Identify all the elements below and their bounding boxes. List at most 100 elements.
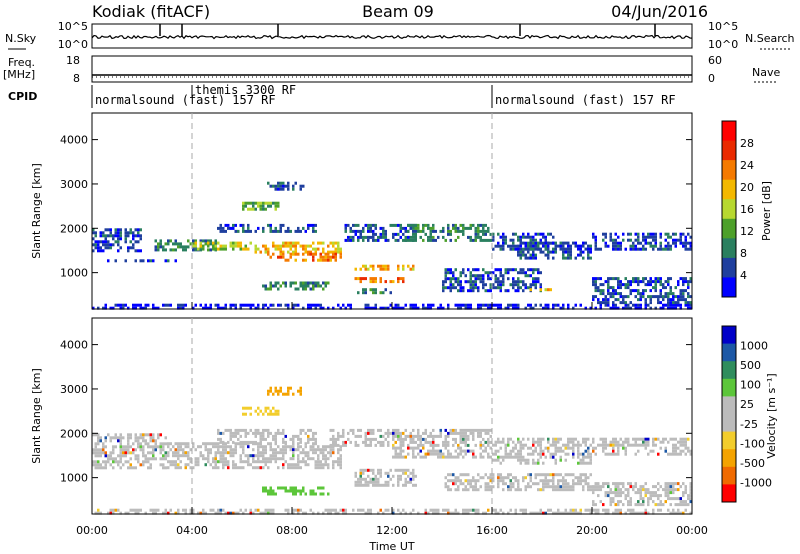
velocity-echo-cell: [662, 437, 665, 441]
power-echo-cell: [414, 303, 417, 307]
velocity-echo-cell: [639, 437, 642, 441]
power-echo-cell: [304, 281, 307, 285]
velocity-echo-cell: [379, 440, 382, 444]
velocity-echo-cell: [417, 437, 420, 441]
velocity-echo-cell: [187, 442, 190, 446]
power-echo-cell: [484, 303, 487, 307]
velocity-echo-cell: [474, 482, 477, 486]
velocity-echo-cell: [452, 473, 455, 477]
power-echo-cell: [444, 238, 447, 242]
power-echo-cell: [204, 306, 207, 310]
velocity-echo-cell: [292, 434, 295, 438]
power-echo-cell: [267, 223, 270, 227]
power-echo-cell: [544, 235, 547, 239]
power-echo-cell: [527, 247, 530, 251]
power-echo-cell: [382, 232, 385, 236]
power-echo-cell: [667, 298, 670, 302]
velocity-echo-cell: [397, 431, 400, 435]
power-echo-cell: [204, 242, 207, 246]
velocity-echo-cell: [634, 511, 637, 515]
velocity-echo-cell: [102, 445, 105, 449]
power-echo-cell: [577, 244, 580, 248]
power-echo-cell: [262, 244, 265, 248]
power-echo-cell: [619, 244, 622, 248]
velocity-echo-cell: [132, 451, 135, 455]
velocity-echo-cell: [117, 460, 120, 464]
power-echo-cell: [429, 226, 432, 230]
power-echo-cell: [474, 235, 477, 239]
power-echo-cell: [642, 277, 645, 281]
power-echo-cell: [559, 306, 562, 310]
power-echo-cell: [379, 232, 382, 236]
velocity-echo-cell: [124, 451, 127, 455]
velocity-echo-cell: [519, 440, 522, 444]
velocity-echo-cell: [174, 511, 177, 515]
velocity-echo-cell: [292, 463, 295, 467]
velocity-echo-cell: [199, 511, 202, 515]
power-echo-cell: [372, 238, 375, 242]
power-echo-cell: [239, 303, 242, 307]
velocity-echo-cell: [464, 431, 467, 435]
velocity-echo-cell: [314, 451, 317, 455]
power-echo-cell: [617, 277, 620, 281]
power-echo-cell: [312, 303, 315, 307]
power-echo-cell: [624, 301, 627, 305]
power-echo-cell: [494, 303, 497, 307]
power-echo-cell: [192, 306, 195, 310]
power-echo-cell: [674, 232, 677, 236]
velocity-echo-cell: [429, 431, 432, 435]
power-echo-cell: [344, 226, 347, 230]
velocity-echo-cell: [132, 508, 135, 512]
power-echo-cell: [307, 223, 310, 227]
power-echo-cell: [172, 248, 175, 252]
velocity-echo-cell: [512, 446, 515, 450]
velocity-echo-cell: [562, 482, 565, 486]
power-echo-cell: [357, 223, 360, 227]
cpid-row: CPID normalsound (fast) 157 RF themis 33…: [8, 83, 676, 108]
power-echo-cell: [604, 235, 607, 239]
power-echo-cell: [427, 306, 430, 310]
power-echo-cell: [569, 244, 572, 248]
power-echo-cell: [622, 238, 625, 242]
velocity-echo-cell: [219, 460, 222, 464]
power-echo-cell: [614, 244, 617, 248]
power-echo-cell: [547, 232, 550, 236]
power-echo-cell: [412, 223, 415, 227]
velocity-echo-cell: [324, 454, 327, 458]
velocity-echo-cell: [302, 457, 305, 461]
power-echo-cell: [479, 235, 482, 239]
velocity-echo-cell: [517, 455, 520, 459]
velocity-echo-cell: [357, 483, 360, 487]
power-echo-cell: [539, 288, 542, 292]
power-echo-cell: [372, 232, 375, 236]
velocity-echo-cell: [292, 486, 295, 490]
power-echo-cell: [112, 237, 115, 241]
power-echo-cell: [672, 298, 675, 302]
power-echo-cell: [219, 223, 222, 227]
velocity-echo-cell: [297, 489, 300, 493]
velocity-echo-cell: [599, 437, 602, 441]
velocity-echo-cell: [534, 440, 537, 444]
velocity-echo-cell: [669, 497, 672, 501]
power-echo-cell: [354, 229, 357, 233]
velocity-echo-cell: [469, 508, 472, 512]
velocity-echo-cell: [282, 392, 285, 396]
velocity-echo-cell: [139, 436, 142, 440]
power-echo-cell: [617, 241, 620, 245]
velocity-echo-cell: [689, 511, 692, 515]
velocity-echo-cell: [409, 477, 412, 481]
power-echo-cell: [499, 247, 502, 251]
power-echo-cell: [389, 223, 392, 227]
power-echo-cell: [322, 241, 325, 245]
power-echo-cell: [674, 244, 677, 248]
power-echo-cell: [94, 240, 97, 244]
power-echo-cell: [667, 301, 670, 305]
velocity-echo-cell: [564, 482, 567, 486]
velocity-echo-cell: [207, 454, 210, 458]
velocity-echo-cell: [122, 445, 125, 449]
velocity-echo-cell: [142, 433, 145, 437]
power-echo-cell: [287, 250, 290, 254]
power-echo-cell: [529, 235, 532, 239]
power-echo-cell: [372, 288, 375, 292]
power-echo-cell: [264, 287, 267, 291]
